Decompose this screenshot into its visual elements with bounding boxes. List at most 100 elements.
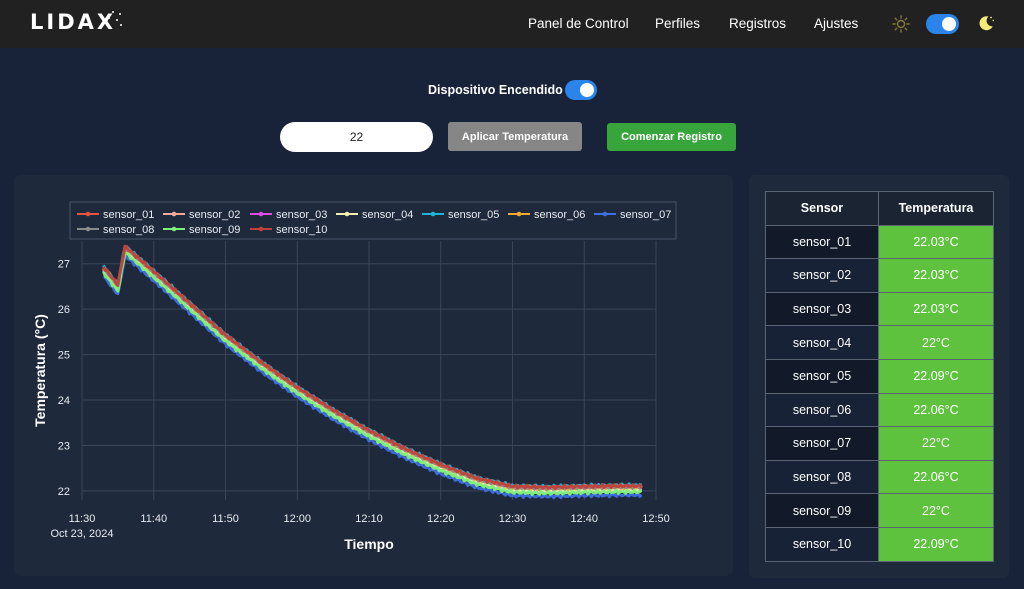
y-tick-label: 25: [58, 350, 70, 362]
sensor-name: sensor_09: [765, 493, 879, 528]
y-tick-label: 26: [58, 304, 70, 316]
toggle-knob: [580, 83, 594, 97]
x-date-label: Oct 23, 2024: [51, 528, 114, 540]
legend-marker-sensor_01: [85, 211, 91, 217]
header-sensor: Sensor: [765, 191, 879, 226]
apply-temperature-button[interactable]: Aplicar Temperatura: [448, 122, 582, 151]
logo-sparkle-icon: [104, 11, 122, 27]
table-row: sensor_08 22.06°C: [765, 459, 994, 495]
x-tick-label: 12:30: [499, 513, 527, 525]
series-line-sensor_03: [102, 247, 643, 494]
device-status-label: Dispositivo Encendido: [428, 83, 563, 97]
x-tick-label: 11:30: [69, 513, 96, 525]
sensor-value: 22.09°C: [878, 526, 994, 562]
sensor-value: 22°C: [878, 325, 994, 360]
sensor-name: sensor_03: [765, 291, 879, 327]
header-temperature: Temperatura: [878, 191, 994, 226]
sensor-value: 22.09°C: [878, 358, 994, 394]
top-navbar: LIDAX Panel de Control Perfiles Registro…: [0, 0, 1024, 48]
legend-label-sensor_06: sensor_06: [534, 209, 585, 221]
sensor-name: sensor_05: [765, 358, 879, 394]
y-tick-label: 22: [58, 486, 70, 498]
start-recording-button[interactable]: Comenzar Registro: [607, 123, 736, 151]
legend-label-sensor_08: sensor_08: [103, 224, 154, 236]
y-axis-title: Temperatura (°C): [32, 314, 48, 427]
legend-label-sensor_07: sensor_07: [620, 209, 671, 221]
legend-marker-sensor_04: [344, 211, 350, 217]
series-line-sensor_07: [103, 252, 643, 500]
toggle-knob: [942, 17, 956, 31]
x-tick-label: 12:00: [283, 513, 311, 525]
sensor-name: sensor_08: [765, 459, 879, 495]
sensor-name: sensor_10: [765, 526, 879, 562]
x-tick-label: 12:40: [570, 513, 598, 525]
sensor-table: Sensor Temperatura sensor_01 22.03°C sens…: [765, 191, 994, 562]
legend-label-sensor_02: sensor_02: [189, 209, 240, 221]
sensor-value: 22.06°C: [878, 459, 994, 495]
table-row: sensor_09 22°C: [765, 493, 994, 528]
sensor-value: 22.06°C: [878, 392, 994, 428]
sensor-name: sensor_02: [765, 258, 879, 293]
temperature-input[interactable]: [280, 122, 433, 152]
table-row: sensor_01 22.03°C: [765, 224, 994, 260]
nav-item-panel[interactable]: Panel de Control: [528, 16, 629, 31]
series-line-sensor_04: [102, 249, 642, 495]
legend-label-sensor_05: sensor_05: [448, 209, 499, 221]
legend-label-sensor_03: sensor_03: [276, 209, 327, 221]
sensor-table-card: Sensor Temperatura sensor_01 22.03°C sens…: [749, 175, 1009, 578]
series-line-sensor_02: [102, 247, 643, 494]
legend-marker-sensor_09: [171, 226, 177, 232]
series-line-sensor_06: [102, 246, 643, 492]
temperature-chart-card: 22 23 24 25 26 27 11:30 11:40 11:50 12:00 12:10 12:…: [14, 175, 733, 576]
series-line-sensor_08: [102, 245, 643, 492]
legend-marker-sensor_08: [85, 226, 91, 232]
series-line-sensor_01: [102, 247, 643, 492]
device-power-toggle[interactable]: [565, 80, 597, 100]
sensor-name: sensor_07: [765, 426, 879, 461]
sensor-value: 22.03°C: [878, 224, 994, 260]
x-tick-label: 12:20: [427, 513, 455, 525]
legend-label-sensor_09: sensor_09: [189, 224, 240, 236]
sun-icon: [892, 15, 910, 33]
legend-label-sensor_01: sensor_01: [103, 209, 154, 221]
x-tick-label: 11:50: [212, 513, 239, 525]
legend-label-sensor_10: sensor_10: [276, 224, 327, 236]
moon-icon: [979, 16, 994, 31]
nav-item-registros[interactable]: Registros: [729, 16, 787, 31]
series-line-sensor_10: [102, 244, 643, 491]
theme-toggle[interactable]: [926, 14, 959, 34]
x-axis-title: Tiempo: [344, 536, 394, 552]
x-tick-label: 12:10: [355, 513, 383, 525]
nav-item-ajustes[interactable]: Ajustes: [814, 16, 859, 31]
legend-marker-sensor_07: [602, 211, 608, 217]
table-row: sensor_06 22.06°C: [765, 392, 994, 428]
table-row: sensor_02 22.03°C: [765, 258, 994, 293]
legend-box: [69, 201, 677, 240]
sensor-name: sensor_06: [765, 392, 879, 428]
table-row: sensor_07 22°C: [765, 426, 994, 461]
sensor-name: sensor_01: [765, 224, 879, 260]
nav-item-perfiles[interactable]: Perfiles: [655, 16, 701, 31]
legend-marker-sensor_02: [171, 211, 177, 217]
x-tick-label: 12:50: [642, 513, 670, 525]
legend-marker-sensor_05: [430, 211, 436, 217]
y-tick-label: 27: [58, 259, 70, 271]
table-row: sensor_10 22.09°C: [765, 526, 994, 562]
table-row: sensor_04 22°C: [765, 325, 994, 360]
temperature-chart: 22 23 24 25 26 27 11:30 11:40 11:50 12:00 12:10 12:…: [32, 201, 677, 552]
sensor-name: sensor_04: [765, 325, 879, 360]
table-row: sensor_03 22.03°C: [765, 291, 994, 327]
table-header-row: Sensor Temperatura: [765, 191, 994, 226]
series-line-sensor_09: [102, 251, 643, 497]
y-tick-label: 23: [58, 440, 70, 452]
y-tick-label: 24: [58, 395, 70, 407]
legend-label-sensor_04: sensor_04: [362, 209, 413, 221]
sensor-value: 22.03°C: [878, 291, 994, 327]
x-tick-label: 11:40: [140, 513, 167, 525]
sensor-value: 22.03°C: [878, 258, 994, 293]
series-line-sensor_05: [102, 245, 643, 490]
sensor-value: 22°C: [878, 426, 994, 461]
table-row: sensor_05 22.09°C: [765, 358, 994, 394]
brand-logo[interactable]: LIDAX: [30, 10, 117, 34]
sensor-value: 22°C: [878, 493, 994, 528]
